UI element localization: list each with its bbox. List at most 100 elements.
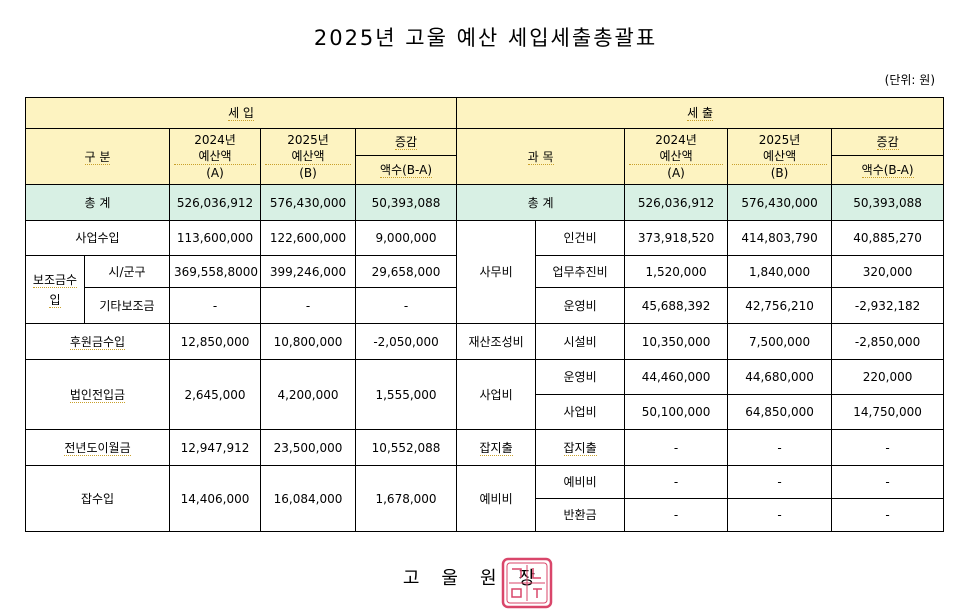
rev-2025-header: 2025년 예산액 (B) <box>260 128 356 185</box>
rev-label: 전년도이월금 <box>25 429 170 466</box>
exp-b: 7,500,000 <box>727 323 833 360</box>
rev-label: 잡수입 <box>25 465 170 532</box>
exp-2025-header: 2025년 예산액 (B) <box>727 128 833 185</box>
document-title: 2025년 고울 예산 세입세출총괄표 <box>313 26 658 50</box>
exp-label: 운영비 <box>535 359 626 395</box>
table-row: 반환금 - - - <box>26 498 945 532</box>
total-rev-diff: 50,393,088 <box>354 184 458 221</box>
exp-change-amount-header: 액수(B-A) <box>831 155 945 185</box>
exp-diff: -2,932,182 <box>831 287 945 324</box>
budget-table: 세 입 세 출 구 분 2024년 예산액 (A) 2025년 예산액 (B) 증감 과… <box>24 97 945 532</box>
rev-b: 399,246,000 <box>260 255 356 288</box>
subject-header: 과 목 <box>456 128 626 185</box>
table-row: 전년도이월금 12,947,912 23,500,000 10,552,088 … <box>25 429 945 466</box>
exp-a: 1,520,000 <box>624 255 729 288</box>
exp-b: 44,680,000 <box>727 359 833 395</box>
rev-diff: 9,000,000 <box>354 220 458 256</box>
rev-diff: - <box>354 287 458 324</box>
official-seal <box>501 557 553 609</box>
exp-label: 사업비 <box>535 394 626 430</box>
expense-header: 세 출 <box>456 97 945 129</box>
revenue-header: 세 입 <box>24 97 458 129</box>
exp-a: 44,460,000 <box>624 359 729 395</box>
rev-a: 14,406,000 <box>169 465 261 532</box>
exp-diff: 40,885,270 <box>831 220 945 256</box>
exp-a: 10,350,000 <box>624 323 729 360</box>
rev-label: 법인전입금 <box>25 359 170 430</box>
exp-group-office: 사무비 <box>456 220 537 324</box>
exp-change-header: 증감 <box>831 128 945 156</box>
exp-a: - <box>624 465 729 499</box>
exp-a: - <box>624 429 729 466</box>
exp-b: - <box>727 465 833 499</box>
exp-a: 45,688,392 <box>624 287 729 324</box>
total-row: 총 계 526,036,912 576,430,000 50,393,088 총… <box>25 184 945 221</box>
exp-diff: - <box>831 465 945 499</box>
exp-label: 업무추진비 <box>535 255 626 288</box>
rev-diff: 29,658,000 <box>354 255 458 288</box>
exp-group-project: 사업비 <box>456 359 537 430</box>
exp-diff: - <box>831 429 945 466</box>
rev-b: - <box>260 287 356 324</box>
category-header: 구 분 <box>25 128 170 185</box>
rev-label: 시/군구 <box>84 255 170 288</box>
rev-a: 2,645,000 <box>169 359 261 430</box>
rev-a: - <box>169 287 261 324</box>
rev-diff: 1,678,000 <box>354 465 458 532</box>
exp-group-misc: 잡지출 <box>456 429 537 466</box>
rev-a: 12,947,912 <box>169 429 261 466</box>
exp-b: 42,756,210 <box>727 287 833 324</box>
table-row: 기타보조금 - - - 운영비 45,688,392 42,756,210 -2… <box>26 287 945 324</box>
exp-a: - <box>624 498 729 532</box>
signatory-name: 고울원장 <box>402 568 558 589</box>
total-label: 총 계 <box>456 184 626 221</box>
exp-label: 시설비 <box>535 323 626 360</box>
exp-label: 잡지출 <box>535 429 626 466</box>
exp-group-reserve: 예비비 <box>456 465 537 532</box>
rev-change-header: 증감 <box>354 128 458 156</box>
exp-diff: - <box>831 498 945 532</box>
exp-label: 예비비 <box>535 465 626 499</box>
total-rev-b: 576,430,000 <box>260 184 356 221</box>
rev-b: 4,200,000 <box>260 359 356 430</box>
exp-b: 414,803,790 <box>727 220 833 256</box>
rev-label: 기타보조금 <box>84 287 170 324</box>
rev-diff: 1,555,000 <box>354 359 458 430</box>
rev-label: 후원금수입 <box>25 323 170 360</box>
rev-change-amount-header: 액수(B-A) <box>354 155 458 185</box>
rev-a: 113,600,000 <box>169 220 261 256</box>
rev-b: 10,800,000 <box>260 323 356 360</box>
exp-b: - <box>727 498 833 532</box>
rev-b: 23,500,000 <box>260 429 356 466</box>
table-row: 사업비 50,100,000 64,850,000 14,750,000 <box>26 394 945 430</box>
rev-label: 사업수입 <box>25 220 170 256</box>
rev-b: 16,084,000 <box>260 465 356 532</box>
unit-label: (단위: 원) <box>884 73 935 87</box>
exp-label: 반환금 <box>535 498 626 532</box>
table-row: 잡수입 14,406,000 16,084,000 1,678,000 예비비 … <box>25 465 945 532</box>
total-rev-a: 526,036,912 <box>169 184 261 221</box>
rev-a: 369,558,8000 <box>169 255 261 288</box>
exp-a: 373,918,520 <box>624 220 729 256</box>
exp-diff: -2,850,000 <box>831 323 945 360</box>
exp-label: 운영비 <box>535 287 626 324</box>
rev-diff: -2,050,000 <box>354 323 458 360</box>
table-row: 후원금수입 12,850,000 10,800,000 -2,050,000 재… <box>25 323 945 360</box>
exp-diff: 14,750,000 <box>831 394 945 430</box>
table-row: 보조금수입 시/군구 369,558,8000 399,246,000 29,6… <box>25 255 945 324</box>
rev-diff: 10,552,088 <box>354 429 458 466</box>
rev-b: 122,600,000 <box>260 220 356 256</box>
exp-diff: 220,000 <box>831 359 945 395</box>
total-exp-a: 526,036,912 <box>624 184 729 221</box>
rev-2024-header: 2024년 예산액 (A) <box>169 128 261 185</box>
exp-2024-header: 2024년 예산액 (A) <box>624 128 729 185</box>
table-row: 법인전입금 2,645,000 4,200,000 1,555,000 사업비 … <box>25 359 945 430</box>
rev-a: 12,850,000 <box>169 323 261 360</box>
rev-group-subsidy: 보조금수입 <box>25 255 85 324</box>
exp-group-asset: 재산조성비 <box>456 323 537 360</box>
exp-diff: 320,000 <box>831 255 945 288</box>
total-label: 총 계 <box>25 184 170 221</box>
exp-b: 64,850,000 <box>727 394 833 430</box>
exp-b: 1,840,000 <box>727 255 833 288</box>
table-row: 사업수입 113,600,000 122,600,000 9,000,000 사… <box>25 220 945 324</box>
